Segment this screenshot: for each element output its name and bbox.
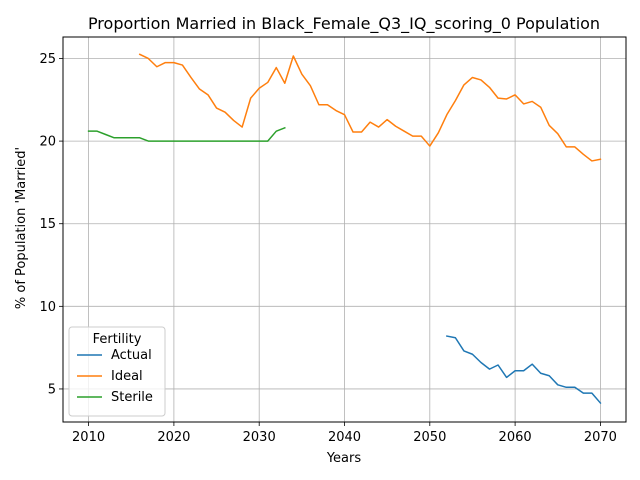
y-tick-label: 20 (39, 135, 56, 150)
y-tick-label: 10 (39, 300, 56, 315)
axis-ticks: 2010 2020 2030 2040 2050 2060 2070 5 10 15 20 25 (39, 52, 617, 445)
legend-label-sterile: Sterile (111, 390, 153, 405)
x-tick-label: 2040 (328, 430, 361, 445)
series-line-ideal (138, 53, 602, 162)
legend: Fertility Actual Ideal Sterile (68, 326, 166, 417)
legend-box (68, 326, 166, 417)
x-axis-label: Years (326, 451, 362, 466)
y-axis-label: % of Population 'Married' (14, 147, 29, 309)
series-layer (87, 53, 602, 405)
legend-items: Actual Ideal Sterile (77, 348, 153, 405)
series-line-actual (445, 335, 602, 405)
x-tick-label: 2020 (157, 430, 190, 445)
legend-title: Fertility (93, 332, 142, 347)
x-tick-label: 2070 (584, 430, 617, 445)
y-tick-label: 15 (39, 217, 56, 232)
x-tick-label: 2050 (413, 430, 446, 445)
y-tick-label: 25 (39, 52, 56, 67)
legend-label-ideal: Ideal (111, 369, 143, 384)
x-tick-label: 2060 (499, 430, 532, 445)
chart-title: Proportion Married in Black_Female_Q3_IQ… (88, 14, 600, 34)
y-tick-label: 5 (48, 382, 56, 397)
x-tick-label: 2010 (72, 430, 105, 445)
series-line-sterile (87, 126, 286, 142)
legend-label-actual: Actual (111, 348, 152, 363)
x-tick-label: 2030 (243, 430, 276, 445)
